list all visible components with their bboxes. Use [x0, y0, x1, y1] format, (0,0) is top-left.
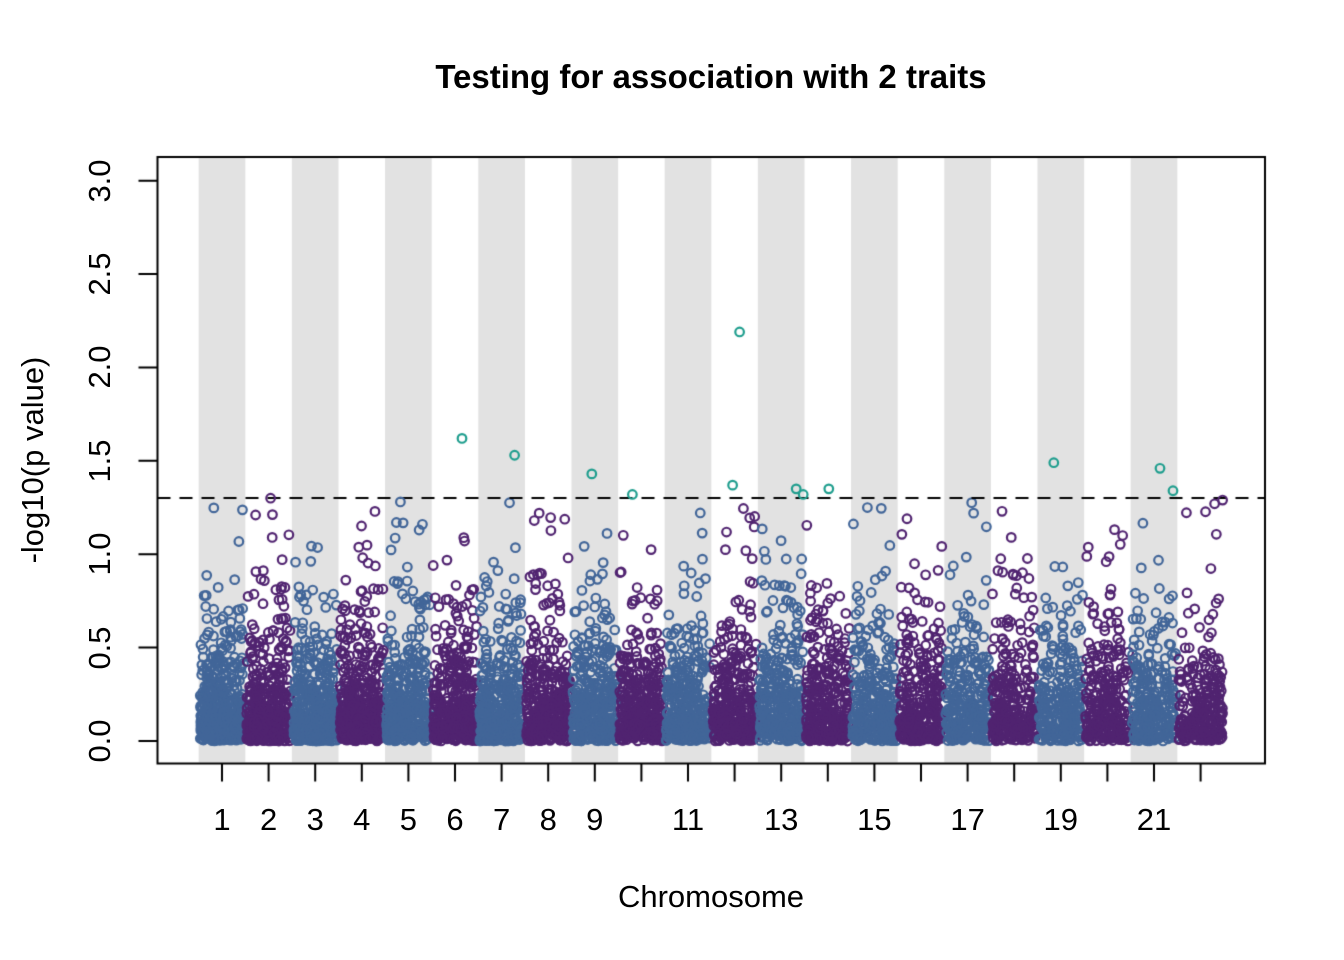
y-tick-label: 2.0	[82, 345, 117, 390]
x-tick-label: 11	[671, 802, 705, 837]
y-tick-label: 1.0	[82, 532, 117, 576]
x-tick-label: 4	[353, 802, 371, 837]
y-tick-label: 3.0	[82, 159, 117, 203]
x-tick-label: 6	[446, 802, 464, 837]
x-tick-label: 13	[763, 802, 799, 837]
x-tick-label: 9	[586, 802, 604, 837]
x-tick-label: 21	[1136, 802, 1172, 837]
y-tick-label: 2.5	[82, 252, 117, 296]
x-tick-label: 1	[213, 802, 231, 837]
plot-title: Testing for association with 2 traits	[435, 58, 987, 95]
x-tick-label: 3	[306, 802, 324, 837]
x-axis-label: Chromosome	[617, 879, 805, 914]
x-tick-label: 17	[950, 802, 985, 837]
x-tick-label: 8	[539, 802, 557, 837]
y-tick-label: 1.5	[82, 439, 117, 483]
y-tick-label: 0.5	[82, 626, 117, 670]
y-tick-label: 0.0	[82, 719, 117, 763]
x-tick-label: 2	[259, 802, 278, 837]
x-tick-label: 15	[857, 802, 892, 837]
x-tick-label: 19	[1043, 802, 1079, 837]
x-tick-label: 5	[399, 802, 418, 837]
y-axis-label: -log10(p value)	[15, 356, 50, 564]
x-tick-label: 7	[492, 802, 511, 837]
